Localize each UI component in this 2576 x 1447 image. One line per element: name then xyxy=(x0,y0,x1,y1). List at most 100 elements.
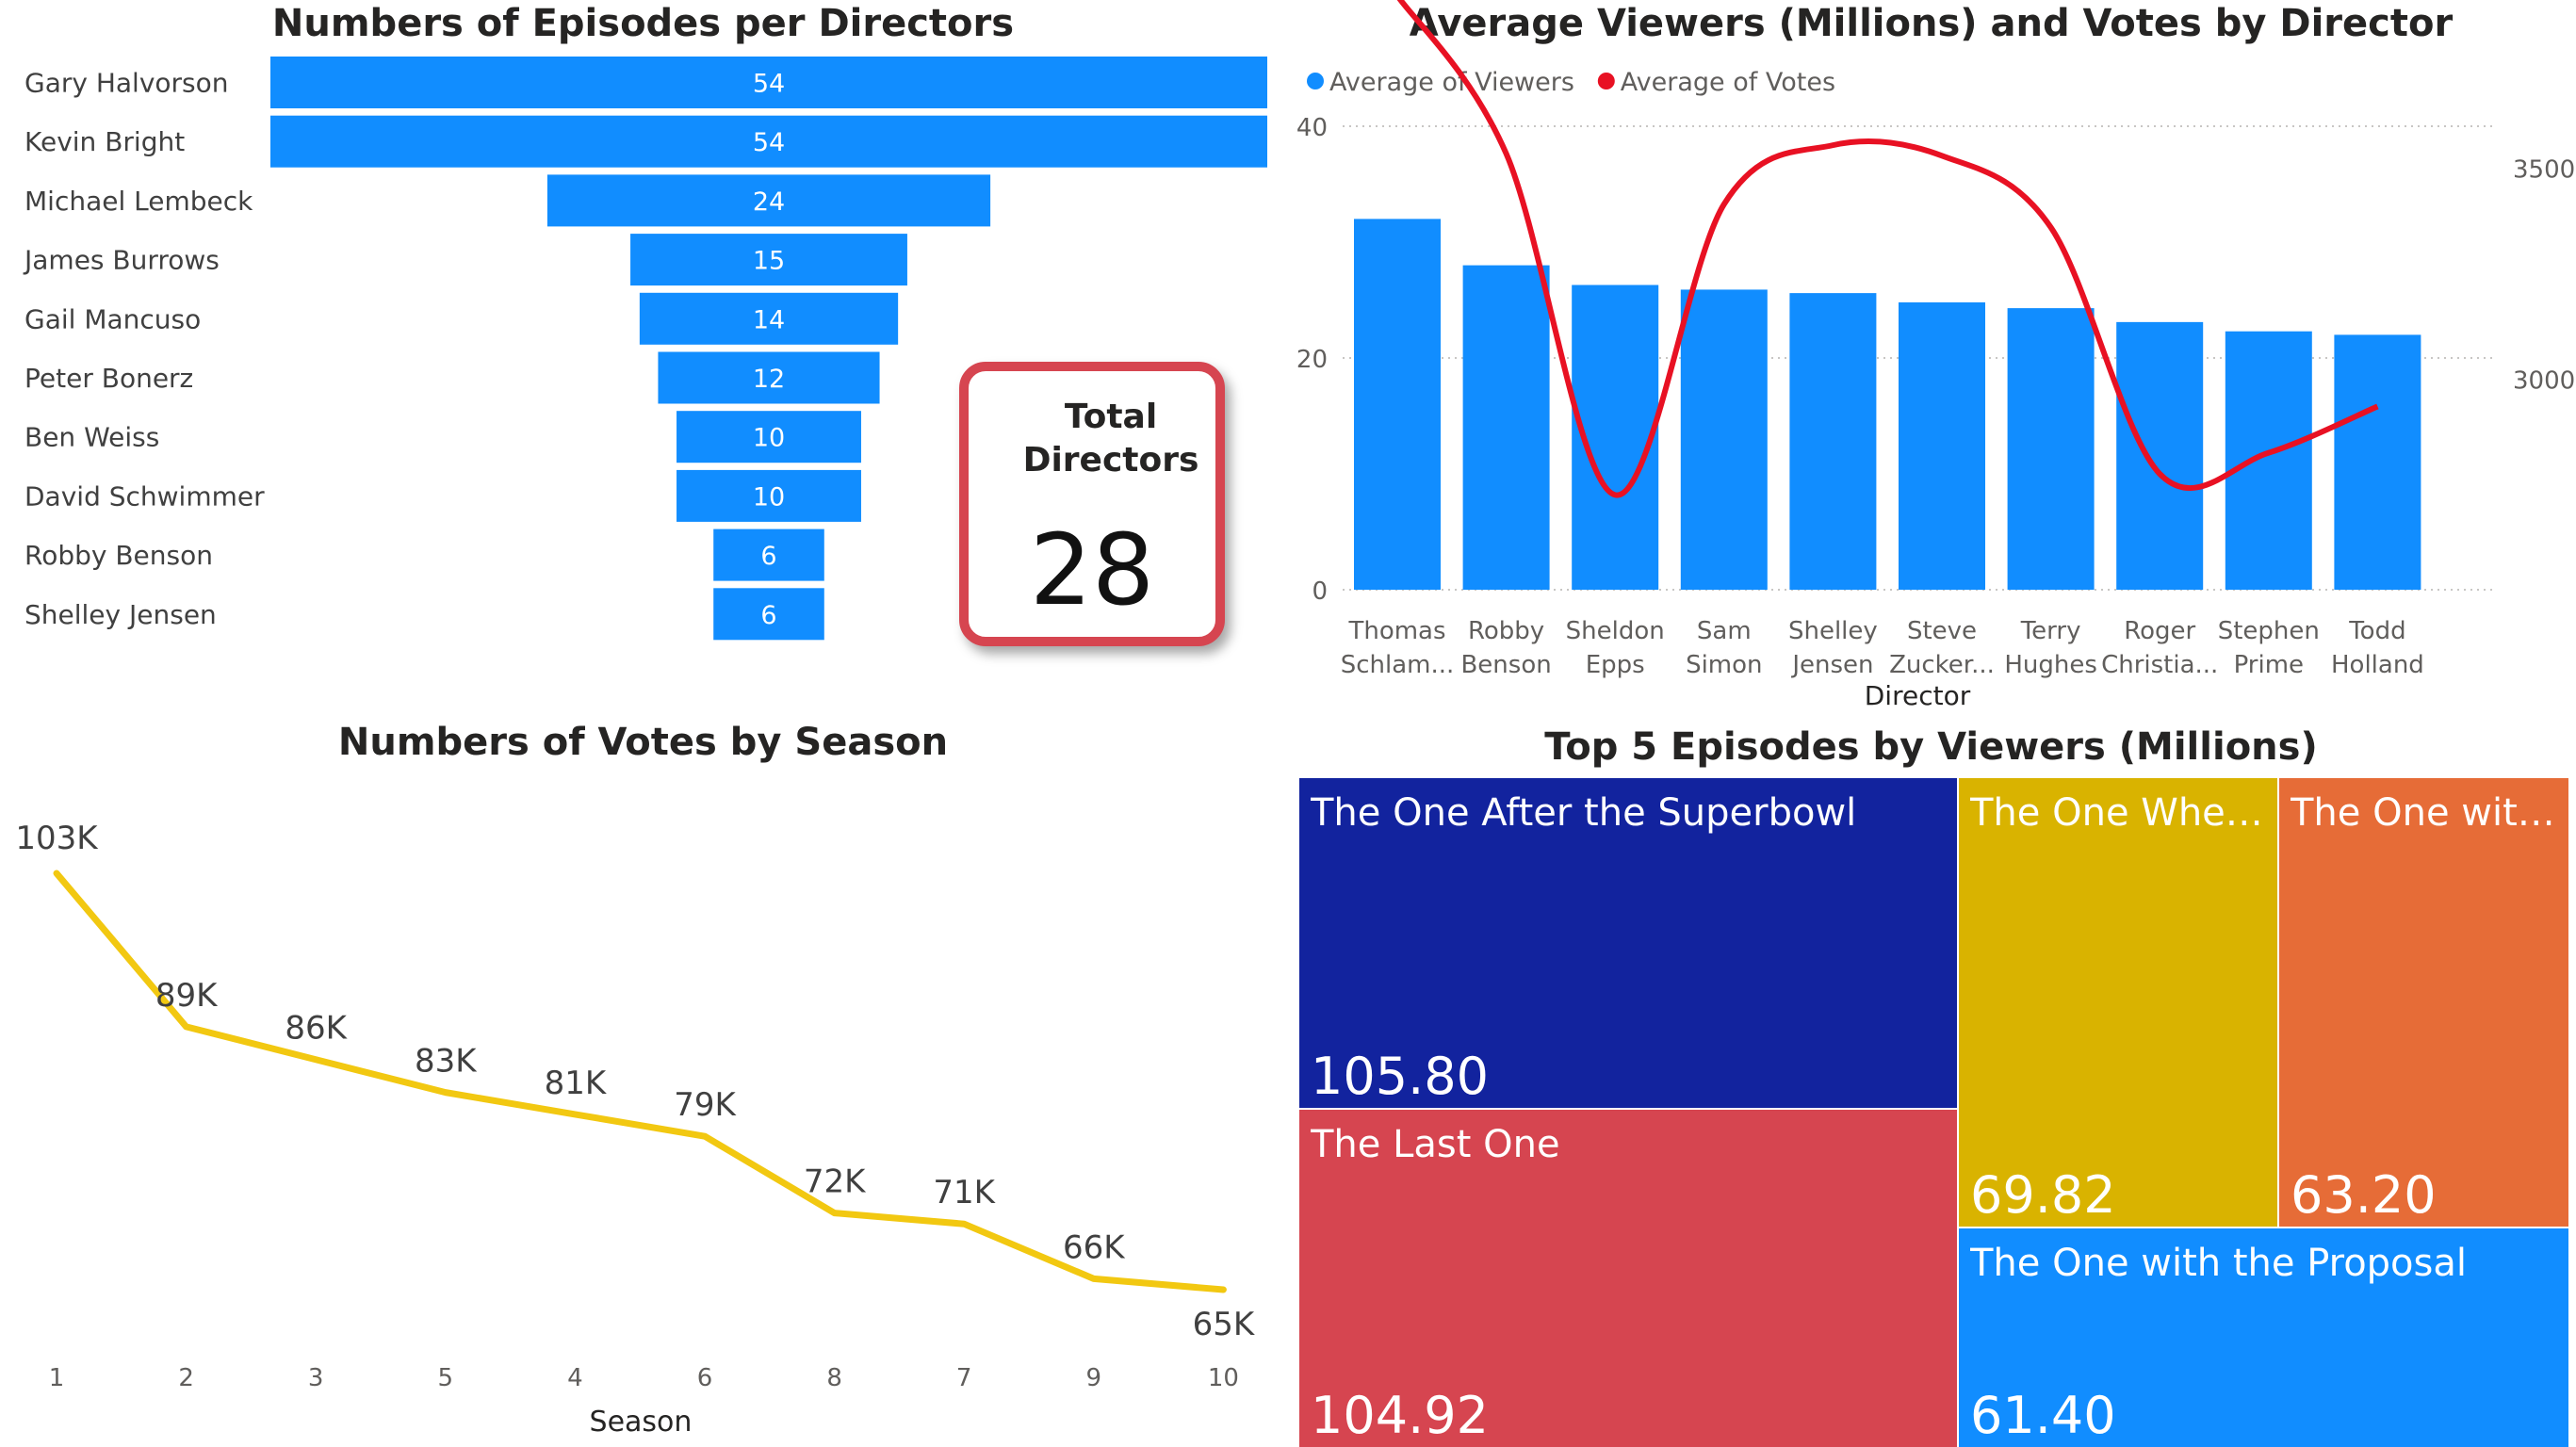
right-axis-tick-label: 3000 xyxy=(2513,366,2575,395)
viewers-bar xyxy=(2116,321,2204,590)
viewers-bar xyxy=(1680,289,1768,590)
treemap-tile-value: 61.40 xyxy=(1970,1386,2116,1445)
x-axis-tick-label: Thomas xyxy=(1347,617,1445,645)
x-axis-tick-label: Hughes xyxy=(2004,651,2097,679)
x-axis-tick-label: Zucker... xyxy=(1889,651,1995,679)
x-axis-tick-label: Todd xyxy=(2348,617,2405,645)
x-axis-tick-label: Simon xyxy=(1686,651,1762,679)
funnel-bar xyxy=(639,292,899,345)
x-axis-tick-label: 3 xyxy=(308,1364,324,1392)
funnel-data-label: 10 xyxy=(753,424,785,453)
viewers-bar xyxy=(2007,308,2095,590)
funnel-category-label: David Schwimmer xyxy=(24,480,265,512)
funnel-chart: Gary Halvorson 54 Kevin Bright 54 Michael Le… xyxy=(23,57,1267,641)
top-episodes-panel: Top 5 Episodes by Viewers (Millions) The… xyxy=(1286,716,2576,1447)
x-axis-tick-label: Prime xyxy=(2234,651,2304,679)
data-label: 72K xyxy=(804,1163,867,1201)
viewers-bar xyxy=(1789,293,1877,590)
left-axis-tick-label: 20 xyxy=(1296,346,1328,374)
data-label: 79K xyxy=(674,1086,737,1124)
legend-marker xyxy=(1307,73,1324,89)
left-axis-tick-label: 0 xyxy=(1312,577,1328,606)
legend-marker xyxy=(1597,73,1615,89)
treemap-tile[interactable]: The One Wher... 69.82 xyxy=(1959,778,2277,1227)
legend-label: Average of Viewers xyxy=(1329,68,1574,97)
treemap-tile-name: The One with... xyxy=(2291,791,2561,835)
x-axis-tick-label: Terry xyxy=(2020,617,2081,645)
line-chart-title: Numbers of Votes by Season xyxy=(337,721,949,764)
funnel-data-label: 54 xyxy=(753,128,785,157)
treemap-tile-name: The One After the Superbowl xyxy=(1311,791,1857,835)
x-axis-tick-label: Christia... xyxy=(2101,651,2218,679)
x-axis-tick-label: Steve xyxy=(1907,617,1977,645)
funnel-category-label: Robby Benson xyxy=(24,540,213,571)
treemap-tile-value: 63.20 xyxy=(2291,1165,2437,1225)
x-axis-tick-label: 6 xyxy=(697,1364,713,1392)
funnel-data-label: 54 xyxy=(753,70,785,99)
viewers-bar xyxy=(1354,219,1441,590)
funnel-data-label: 6 xyxy=(760,601,776,630)
funnel-bar xyxy=(630,234,907,286)
viewers-votes-panel: Average Viewers (Millions) and Votes by … xyxy=(1286,0,2576,716)
funnel-data-label: 12 xyxy=(753,365,785,394)
legend-label: Average of Votes xyxy=(1621,68,1835,97)
total-directors-value: 28 xyxy=(1029,512,1155,627)
x-axis-tick-label: Schlam... xyxy=(1341,651,1455,679)
votes-by-season-panel: Numbers of Votes by Season 103K 1 89K 2 86K 3… xyxy=(0,711,1286,1447)
funnel-bar xyxy=(270,57,1267,108)
x-axis-tick-label: Benson xyxy=(1460,651,1551,679)
funnel-bar xyxy=(270,115,1267,168)
data-label: 83K xyxy=(415,1043,478,1081)
viewers-bar xyxy=(2225,331,2312,590)
treemap-tile[interactable]: The One with the Proposal 61.40 xyxy=(1959,1228,2568,1447)
funnel-bar xyxy=(713,588,824,641)
funnel-category-label: Gary Halvorson xyxy=(24,68,229,99)
x-axis-tick-label: Sheldon xyxy=(1566,617,1665,645)
left-axis-tick-label: 40 xyxy=(1296,114,1328,142)
x-axis-tick-label: 7 xyxy=(956,1364,972,1392)
data-label: 66K xyxy=(1063,1228,1126,1266)
total-directors-label: Total Directors xyxy=(1022,398,1199,480)
treemap-tile-value: 69.82 xyxy=(1970,1165,2116,1225)
funnel-category-label: Peter Bonerz xyxy=(24,363,193,394)
funnel-data-label: 14 xyxy=(753,305,785,334)
x-axis-tick-label: Shelley xyxy=(1788,617,1878,645)
votes-season-line xyxy=(53,870,1227,1293)
funnel-category-label: Michael Lembeck xyxy=(24,186,253,217)
treemap-tile-name: The One Wher... xyxy=(1970,791,2270,835)
treemap-tile-name: The One with the Proposal xyxy=(1970,1242,2467,1285)
data-label: 65K xyxy=(1193,1306,1256,1343)
treemap-title: Top 5 Episodes by Viewers (Millions) xyxy=(1544,725,2318,769)
x-axis-tick-label: Holland xyxy=(2331,651,2424,679)
line-chart: 103K 1 89K 2 86K 3 83K 5 81K 4 79K 6 72K 8 71K 7 66K 9 65K… xyxy=(15,820,1256,1439)
combo-chart: Average of Viewers Average of Votes 0 20 40 3… xyxy=(1296,0,2575,711)
funnel-bar xyxy=(677,411,861,463)
x-axis-tick-label: 5 xyxy=(438,1364,454,1392)
funnel-category-label: Ben Weiss xyxy=(24,422,159,453)
x-axis-title: Director xyxy=(1865,680,1971,711)
funnel-category-label: Shelley Jensen xyxy=(24,599,217,630)
x-axis-tick-label: Stephen xyxy=(2218,617,2320,645)
funnel-bar xyxy=(713,528,824,581)
funnel-chart-title: Numbers of Episodes per Directors xyxy=(271,2,1015,45)
treemap-tile[interactable]: The Last One 104.92 xyxy=(1299,1110,1957,1447)
funnel-data-label: 24 xyxy=(753,187,785,217)
funnel-panel: Numbers of Episodes per Directors Gary H… xyxy=(0,0,1286,697)
right-axis-tick-label: 3500 xyxy=(2513,156,2575,185)
x-axis-tick-label: Robby xyxy=(1468,617,1544,645)
funnel-category-label: Kevin Bright xyxy=(24,126,185,157)
x-axis-tick-label: 1 xyxy=(49,1364,65,1392)
x-axis-tick-label: 8 xyxy=(826,1364,842,1392)
data-label: 89K xyxy=(155,977,219,1015)
x-axis-tick-label: Jensen xyxy=(1790,651,1873,679)
funnel-bar xyxy=(658,351,880,404)
treemap-tile[interactable]: The One with... 63.20 xyxy=(2279,778,2568,1227)
x-axis-tick-label: 10 xyxy=(1208,1364,1239,1392)
x-axis-tick-label: Roger xyxy=(2124,617,2195,645)
treemap-tile[interactable]: The One After the Superbowl 105.80 xyxy=(1299,778,1957,1108)
funnel-bar xyxy=(677,469,861,522)
total-directors-card: Total Directors 28 xyxy=(959,362,1225,646)
x-axis-tick-label: 2 xyxy=(178,1364,194,1392)
treemap-tile-value: 104.92 xyxy=(1311,1386,1489,1445)
data-label: 103K xyxy=(15,820,99,857)
